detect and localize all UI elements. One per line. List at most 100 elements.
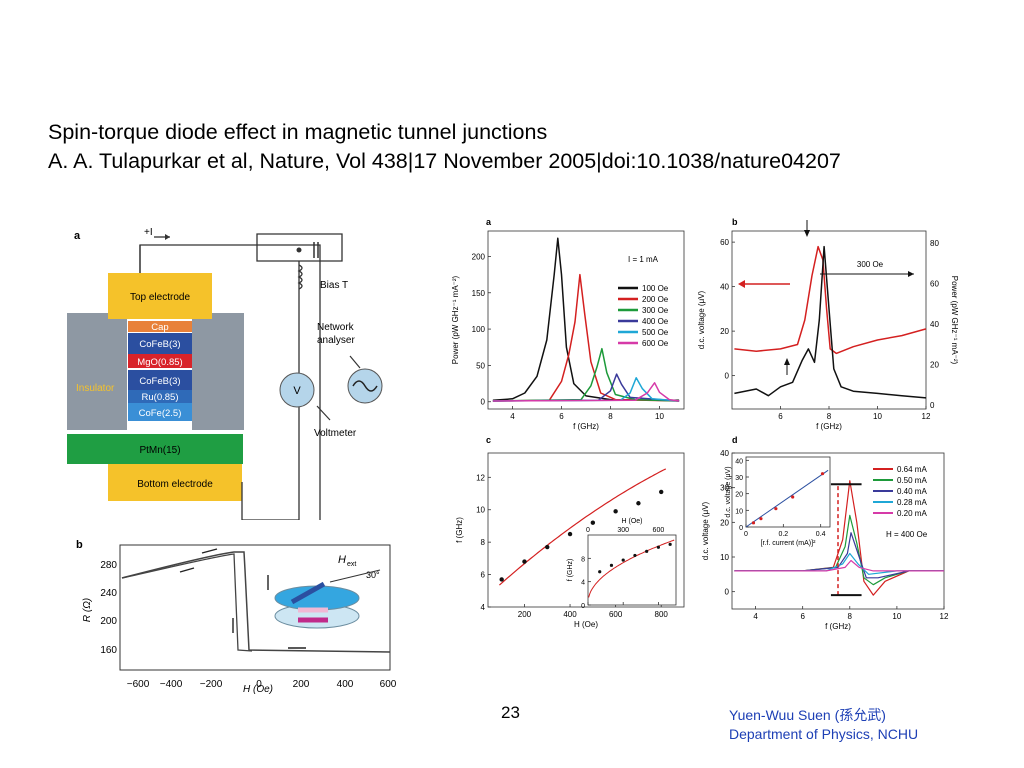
chart-c-inset-ylabel: f (GHz) — [567, 559, 574, 582]
chart-d-inset-point — [820, 472, 825, 476]
chart-a-series-line — [492, 347, 680, 402]
device-schematic: a Insulator Top electrode Cap CoFeB(3) M… — [67, 227, 383, 520]
chart-c-data-point — [499, 577, 504, 582]
chart-a-legend-label: 600 Oe — [642, 339, 669, 348]
chart-a-ytick-label: 0 — [481, 398, 486, 407]
bias-t-label: Bias T — [320, 280, 348, 291]
chart-b-xtick-label: 12 — [922, 412, 931, 421]
chart-a-ytick-label: 200 — [472, 252, 486, 261]
chart-d-inset-ytick-label: 30 — [735, 475, 743, 482]
hyst-arrow-left — [179, 567, 195, 573]
chart-c-inset-point — [656, 545, 660, 549]
author-name: Yuen-Wuu Suen (孫允武) — [729, 707, 886, 723]
hyst-frame — [119, 544, 391, 671]
voltmeter-pointer — [316, 405, 331, 421]
hyst-xtick-2: −200 — [200, 679, 223, 690]
panel-label-b: b — [76, 539, 83, 551]
chart-b-xlabel: f (GHz) — [816, 422, 842, 431]
layer-ptmn — [67, 434, 243, 464]
chart-c-inset-frame — [587, 534, 677, 606]
chart-d-inset-ylabel: d.c. voltage (μV) — [725, 466, 732, 517]
chart-c-data-point — [659, 489, 664, 495]
slide-title: Spin-torque diode effect in magnetic tun… — [48, 118, 841, 176]
chart-d-ytick-label: 20 — [720, 518, 729, 527]
chart-d-inset-xlabel: [r.f. current (mA)]² — [761, 540, 817, 547]
hyst-xtick-4: 200 — [293, 679, 310, 690]
chart-a-xtick-label: 6 — [559, 412, 564, 421]
chart-b-arrowhead-left — [738, 280, 745, 288]
chart-c-ytick-label: 8 — [481, 538, 486, 547]
layer-ptmn-label: PtMn(15) — [139, 445, 180, 456]
chart-a-legend-label: 200 Oe — [642, 295, 669, 304]
chart-c-inset-ytick-label: 8 — [581, 556, 585, 563]
chart-b-peak-arrowhead — [804, 230, 810, 237]
current-arrowhead — [165, 234, 170, 240]
chart-c-inset-point — [598, 570, 602, 574]
panel-label: d — [732, 435, 738, 445]
chart-c-xtick-label: 400 — [563, 610, 577, 619]
chart-d-annotation: H = 400 Oe — [886, 530, 928, 539]
chart-c-inset-xtick-label: 600 — [653, 527, 665, 534]
chart-d-inset-ytick-label: 20 — [735, 492, 743, 499]
panel-label-a: a — [74, 230, 81, 242]
voltmeter-label: Voltmeter — [314, 428, 357, 439]
chart-d-ytick-label: 10 — [720, 553, 729, 562]
chart-d-inset-ytick-label: 40 — [735, 458, 743, 465]
chart-d-inset-point — [751, 521, 756, 525]
hyst-xlabel: H (Oe) — [243, 684, 273, 695]
capacitor-icon — [313, 242, 319, 258]
chart-a-series-line — [492, 382, 680, 402]
chart-c-inset-point — [621, 558, 625, 562]
analyser-label-line1: Network — [317, 322, 355, 333]
chart-b-y2tick-label: 40 — [930, 320, 939, 329]
chart-b-arrowhead-right — [908, 271, 914, 277]
layer-ru — [128, 390, 192, 403]
chart-c-xtick-label: 200 — [518, 610, 532, 619]
chart-d-ytick-label: 0 — [725, 588, 730, 597]
chart-a-ytick-label: 50 — [476, 361, 485, 370]
chart-d-xtick-label: 10 — [892, 612, 901, 621]
chart-b-annotation: 300 Oe — [857, 260, 884, 269]
chart-d-inset-point — [774, 507, 778, 511]
department-name: Department of Physics, NCHU — [729, 726, 919, 742]
chart-c-data-point — [522, 559, 527, 564]
chart-d-xlabel: f (GHz) — [825, 622, 851, 631]
chart-d-ylabel: d.c. voltage (μV) — [701, 501, 710, 560]
chart-c-data-point — [567, 531, 573, 537]
hyst-ytick-1: 200 — [100, 616, 117, 627]
chart-d-xtick-label: 12 — [940, 612, 949, 621]
insulator-label: Insulator — [76, 383, 115, 394]
paper-title: Spin-torque diode effect in magnetic tun… — [48, 120, 548, 144]
chart-c: c 200 400 600 800 4 6 8 10 12 H (Oe) f (GHz) 0 300 600… — [455, 435, 685, 629]
footer-credits: Yuen-Wuu Suen (孫允武) Department of Physic… — [729, 706, 918, 744]
hyst-curve-up — [121, 551, 391, 653]
panel-label: a — [486, 217, 492, 227]
chart-b-xtick-label: 6 — [778, 412, 783, 421]
chart-c-fit-curve — [499, 468, 667, 586]
chart-c-inset-point — [645, 549, 649, 553]
chart-d-inset-xtick-label: 0.4 — [816, 531, 826, 538]
chart-d-xtick-label: 6 — [800, 612, 805, 621]
chart-a-series-line — [492, 237, 680, 402]
chart-a-xtick-label: 8 — [608, 412, 613, 421]
chart-d-legend-label: 0.50 mA — [897, 476, 927, 485]
chart-d-inset-xtick-label: 0 — [744, 531, 748, 538]
bias-node — [296, 247, 302, 253]
chart-b-frame — [731, 230, 927, 410]
chart-c-ytick-label: 10 — [476, 506, 485, 515]
chart-c-inset-ytick-label: 0 — [581, 603, 585, 610]
citation: A. A. Tulapurkar et al, Nature, Vol 438|… — [48, 149, 841, 173]
panel-label: b — [732, 217, 738, 227]
chart-b-ylabel: d.c. voltage (μV) — [697, 290, 706, 349]
chart-d-inset-frame — [745, 456, 831, 528]
chart-c-ytick-label: 6 — [481, 571, 486, 580]
chart-d-inset-xtick-label: 0.2 — [778, 531, 788, 538]
chart-c-inset-xlabel: H (Oe) — [622, 518, 643, 525]
chart-a-legend-label: 100 Oe — [642, 284, 669, 293]
hyst-ytick-0: 160 — [100, 645, 117, 656]
chart-b-y2tick-label: 60 — [930, 280, 939, 289]
chart-c-ytick-label: 4 — [481, 603, 486, 612]
chart-d-legend-label: 0.20 mA — [897, 509, 927, 518]
chart-b-xtick-label: 8 — [827, 412, 832, 421]
hyst-xtick-5: 400 — [337, 679, 354, 690]
